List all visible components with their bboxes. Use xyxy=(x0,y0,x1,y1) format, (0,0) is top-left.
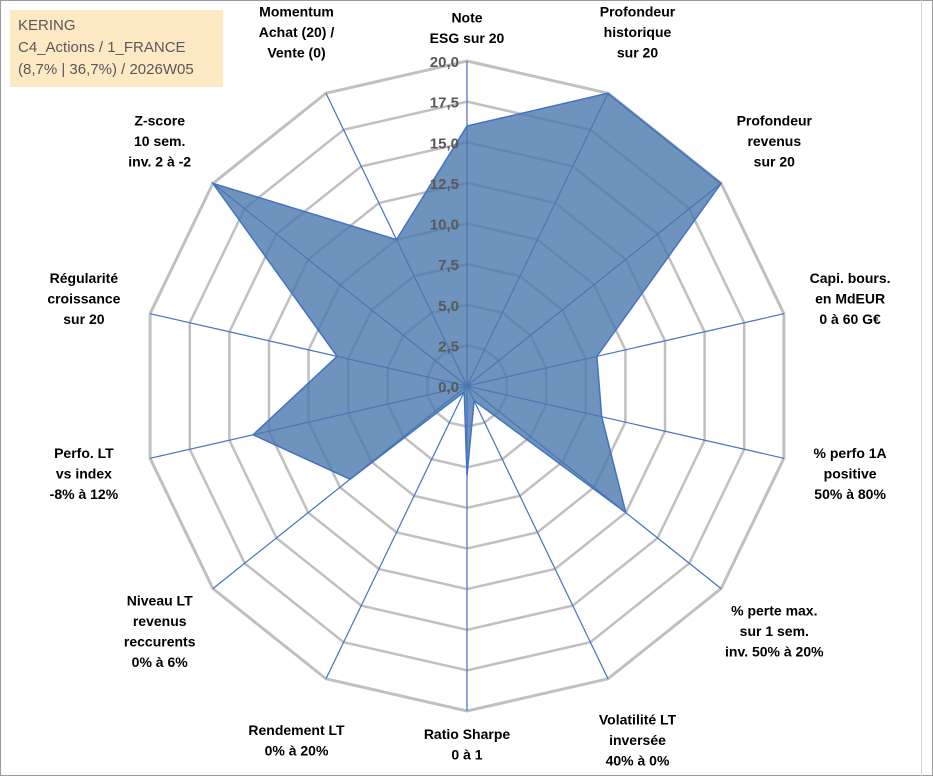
axis-label: Volatilité LT inversée 40% à 0% xyxy=(599,712,677,769)
axis-label-line: 0% à 20% xyxy=(265,742,329,758)
axis-label-line: reccurents xyxy=(124,633,196,649)
tick-label: 7,5 xyxy=(438,257,459,274)
axis-label-line: 10 sem. xyxy=(134,133,185,149)
axis-label-line: Note xyxy=(451,10,482,26)
frame-divider xyxy=(921,0,922,776)
axis-label-line: sur 20 xyxy=(617,44,658,60)
tick-label: 5,0 xyxy=(438,298,459,315)
tick-label: 12,5 xyxy=(430,176,459,193)
axis-label-line: 50% à 80% xyxy=(814,486,886,502)
axis-label-line: positive xyxy=(824,466,877,482)
axis-spoke xyxy=(466,385,609,680)
axis-label: Niveau LT revenus reccurents 0% à 6% xyxy=(124,592,196,670)
axis-label-line: Ratio Sharpe xyxy=(424,726,511,742)
axis-label-line: inv. 2 à -2 xyxy=(128,154,191,170)
axis-label: Z-score 10 sem. inv. 2 à -2 xyxy=(128,113,191,170)
tick-label: 15,0 xyxy=(430,135,459,152)
axis-label-line: ESG sur 20 xyxy=(430,30,505,46)
axis-label-line: % perte max. xyxy=(731,603,817,619)
axis-label: Ratio Sharpe 0 à 1 xyxy=(424,726,511,763)
period-label: (8,7% | 36,7%) / 2026W05 xyxy=(18,61,194,78)
axis-label-line: Profondeur xyxy=(737,113,813,129)
axis-label: Rendement LT 0% à 20% xyxy=(248,722,345,759)
axis-label-line: % perfo 1A xyxy=(814,445,887,461)
tick-label: 20,0 xyxy=(430,54,459,71)
tick-label: 10,0 xyxy=(430,217,459,234)
axis-label-line: croissance xyxy=(47,291,120,307)
company-name: KERING xyxy=(18,17,76,34)
radar-tick-labels: 0,0 2,5 5,0 7,5 10,0 12,5 15,0 17,5 20,0 xyxy=(430,54,459,396)
radar-series xyxy=(210,92,723,515)
axis-label: Régularité croissance sur 20 xyxy=(47,270,120,327)
axis-label: Perfo. LT vs index -8% à 12% xyxy=(50,445,119,502)
axis-label: Note ESG sur 20 xyxy=(430,10,505,47)
axis-label-line: Momentum xyxy=(259,3,334,19)
chart-title-box: KERING C4_Actions / 1_FRANCE (8,7% | 36,… xyxy=(10,10,223,87)
tick-label: 2,5 xyxy=(438,338,459,355)
axis-label-line: revenus xyxy=(747,133,801,149)
radar-axis-labels: Note ESG sur 20 Profondeur historique sur 20… xyxy=(47,3,890,768)
axis-label-line: Vente (0) xyxy=(267,44,325,60)
axis-label-line: inv. 50% à 20% xyxy=(725,644,824,660)
axis-label-line: 0 à 60 G€ xyxy=(819,311,881,327)
axis-label-line: Perfo. LT xyxy=(54,445,114,461)
axis-label: % perfo 1A positive 50% à 80% xyxy=(814,445,887,502)
axis-label-line: Niveau LT xyxy=(127,592,193,608)
portfolio-name: C4_Actions / 1_FRANCE xyxy=(18,39,186,56)
axis-label: Profondeur revenus sur 20 xyxy=(737,113,813,170)
axis-label-line: Achat (20) / xyxy=(259,24,335,40)
axis-label-line: Rendement LT xyxy=(248,722,345,738)
axis-label-line: sur 20 xyxy=(754,154,795,170)
axis-label: Capi. bours. en MdEUR 0 à 60 G€ xyxy=(810,270,891,327)
axis-label-line: Régularité xyxy=(50,270,119,286)
axis-label-line: Profondeur xyxy=(600,3,676,19)
axis-label-line: revenus xyxy=(133,613,187,629)
axis-label: % perte max. sur 1 sem. inv. 50% à 20% xyxy=(725,603,824,660)
axis-label-line: Volatilité LT xyxy=(599,712,677,728)
axis-label-line: 40% à 0% xyxy=(606,753,670,769)
axis-label-line: inversée xyxy=(609,732,666,748)
axis-label-line: Capi. bours. xyxy=(810,270,891,286)
axis-label-line: vs index xyxy=(56,466,112,482)
tick-label: 0,0 xyxy=(438,379,459,396)
axis-label: Profondeur historique sur 20 xyxy=(600,3,676,60)
axis-label-line: 0% à 6% xyxy=(132,654,189,670)
axis-label-line: -8% à 12% xyxy=(50,486,119,502)
axis-label-line: historique xyxy=(604,24,672,40)
axis-label-line: en MdEUR xyxy=(815,291,885,307)
axis-label: Momentum Achat (20) / Vente (0) xyxy=(259,3,335,60)
axis-label-line: Z-score xyxy=(134,113,185,129)
axis-spoke xyxy=(325,385,468,680)
series-area xyxy=(210,92,723,515)
axis-label-line: 0 à 1 xyxy=(451,747,482,763)
axis-label-line: sur 1 sem. xyxy=(740,623,809,639)
axis-label-line: sur 20 xyxy=(63,311,104,327)
tick-label: 17,5 xyxy=(430,95,459,112)
